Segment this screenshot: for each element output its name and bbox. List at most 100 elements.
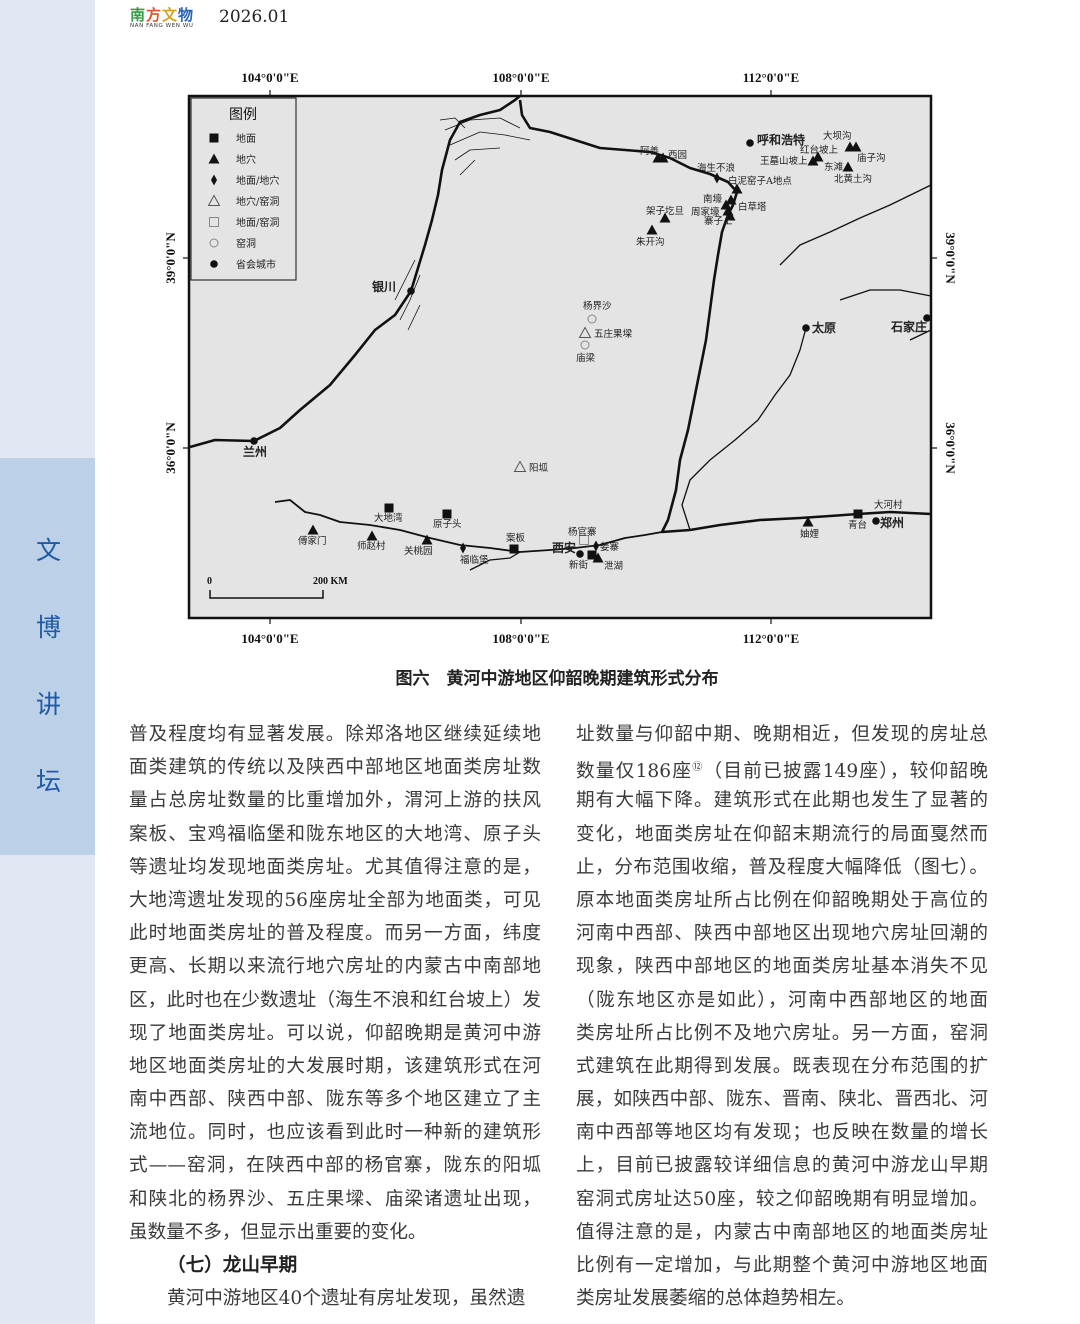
filled-triangle-marker-icon	[842, 161, 854, 172]
legend-item-label: 省会城市	[236, 258, 276, 271]
footnote-ref[interactable]: ⑫	[692, 762, 704, 774]
text-line: 展，如陕西中部、陇东、晋南、陕北、晋西北、河	[576, 1089, 988, 1111]
text-line: 变化，地面类房址在仰韶末期流行的局面戛然而	[576, 823, 988, 845]
map-site: 白草塔	[725, 194, 767, 213]
map-site: 东滩	[824, 161, 854, 173]
text-fragment: （目前已披露149座），较仰韶晚	[703, 761, 988, 783]
filled-square-marker-icon	[209, 133, 219, 143]
map-site: 案板	[506, 532, 526, 554]
open-triangle-marker-icon	[578, 326, 592, 338]
site-label: 新街	[569, 559, 589, 571]
site-label: 郑州	[880, 515, 904, 530]
site-label: 周家壕	[691, 206, 720, 218]
site-label: 大河村	[874, 499, 903, 511]
filled-dot-marker-icon	[872, 517, 880, 525]
site-label: 朱开沟	[636, 236, 665, 248]
site-label: 南壕	[703, 193, 723, 205]
text-line: 更高、长期以来流行地穴房址的内蒙古中南部地	[129, 956, 541, 978]
text-line: 比例有一定增加，与此期整个黄河中游地区地面	[576, 1255, 988, 1276]
filled-triangle-marker-icon	[724, 210, 736, 221]
filled-triangle-marker-icon	[807, 155, 819, 166]
text-line: 虽数量不多，但显示出重要的变化。	[129, 1221, 427, 1243]
text-line: 原本地面类房址所占比例在仰韶晚期处于高位的	[576, 889, 988, 911]
site-label: 架子圪旦	[646, 205, 684, 217]
filled-triangle-marker-icon	[731, 183, 743, 194]
filled-triangle-marker-icon	[421, 534, 433, 545]
site-label: 北黄土沟	[834, 173, 872, 185]
scale-label: 200 KM	[313, 576, 348, 587]
open-triangle-marker-icon	[513, 460, 527, 472]
filled-diamond-marker-icon	[714, 172, 720, 184]
filled-square-marker-icon	[509, 544, 519, 554]
open-circle-marker-icon	[580, 340, 590, 350]
filled-square-marker-icon	[587, 550, 597, 560]
filled-triangle-marker-icon	[802, 516, 814, 527]
map-site: 傅家门	[298, 524, 327, 547]
scale-zero: 0	[207, 576, 212, 587]
site-label: 海生不浪	[697, 162, 736, 174]
section-heading: （七）龙山早期	[167, 1255, 298, 1276]
map-site: 架子圪旦	[646, 205, 684, 223]
open-square-marker-icon	[579, 535, 589, 545]
text-line: 式——窑洞，在陕西中部的杨官寨，陇东的阳坬	[129, 1155, 541, 1177]
site-label: 泄湖	[604, 560, 623, 572]
map-site: 北黄土沟	[834, 173, 872, 185]
fen-river	[681, 327, 807, 531]
filled-dot-marker-icon	[407, 287, 415, 295]
site-label: 原子头	[433, 518, 462, 530]
section-char: 坛	[36, 767, 62, 796]
distribution-map: 104°0'0"E 108°0'0"E 112°0'0"E 104°0'0"E …	[163, 70, 958, 646]
text-line: 量占总房址数量的比重增加外，渭河上游的扶风	[129, 790, 541, 812]
filled-diamond-marker-icon	[211, 174, 217, 186]
lat-label: 39°0'0"N	[943, 232, 958, 284]
filled-triangle-marker-icon	[659, 212, 671, 223]
map-site: 红台坡上	[800, 144, 839, 162]
filled-triangle-marker-icon	[657, 152, 669, 163]
lon-label: 112°0'0"E	[743, 631, 799, 646]
site-label: 师赵村	[357, 540, 386, 552]
section-char: 讲	[36, 690, 62, 719]
text-line: 值得注意的是，内蒙古中南部地区的地面类房址	[576, 1221, 988, 1243]
site-label: 庙子沟	[857, 152, 886, 164]
map-site: 王墓山坡上	[760, 155, 819, 167]
text-line: 地区地面类房址的大发展时期，该建筑形式在河	[129, 1055, 541, 1077]
map-site: 朱开沟	[636, 224, 665, 248]
text-line: 窑洞式房址达50座，较之仰韶晚期有明显增加。	[576, 1188, 988, 1210]
rivers	[189, 94, 932, 571]
logo-char: 物	[178, 6, 195, 24]
site-label: 庙梁	[576, 352, 596, 364]
hetao-channels	[394, 117, 531, 331]
map-site: 庙子沟	[850, 141, 886, 164]
text-line: （陇东地区亦是如此），河南中西部地区的地面	[576, 989, 988, 1011]
site-label: 关桃园	[404, 545, 433, 557]
text-line: 此时地面类房址的普及程度。而另一方面，纬度	[129, 923, 541, 945]
yellow-river	[189, 94, 932, 534]
map-site: 西安	[552, 540, 576, 555]
site-label: 王墓山坡上	[760, 155, 808, 167]
legend-title: 图例	[229, 107, 257, 123]
text-line: 数量仅186座⑫（目前已披露149座），较仰韶晚	[576, 753, 988, 786]
open-circle-marker-icon	[209, 238, 219, 248]
section-band: 文 博 讲 坛	[0, 458, 95, 855]
map-site: 西园	[657, 150, 687, 163]
open-circle-marker-icon	[587, 314, 597, 324]
legend-item-label: 地面/窑洞	[236, 216, 279, 229]
text-line: 流地位。同时，也应该看到此时一种新的建筑形	[129, 1122, 541, 1144]
site-label: 福临堡	[460, 554, 489, 566]
text-line: 现了地面类房址。可以说，仰韶晚期是黄河中游	[129, 1022, 541, 1044]
text-line: 等遗址均发现地面类房址。尤其值得注意的是，	[129, 856, 541, 878]
lon-label: 108°0'0"E	[492, 70, 549, 85]
legend-item-label: 地穴/窑洞	[236, 195, 279, 208]
text-line: 式建筑在此期得到发展。既表现在分布范围的扩	[576, 1055, 988, 1077]
filled-triangle-marker-icon	[646, 224, 658, 235]
map-site: 呼和浩特	[746, 132, 805, 147]
text-line: 区，此时也在少数遗址（海生不浪和红台坡上）发	[129, 989, 541, 1011]
text-line: 期有大幅下降。建筑形式在此期也发生了显著的	[576, 790, 988, 812]
site-label: 兰州	[243, 444, 267, 459]
map-site: 白泥窑子A地点	[728, 175, 792, 194]
map-site: 新街	[569, 550, 589, 571]
scale-bar: 0 200 KM	[207, 576, 348, 599]
lon-label: 112°0'0"E	[743, 70, 799, 85]
lat-label: 39°0'0"N	[163, 232, 178, 284]
map-site: 师赵村	[357, 530, 386, 552]
